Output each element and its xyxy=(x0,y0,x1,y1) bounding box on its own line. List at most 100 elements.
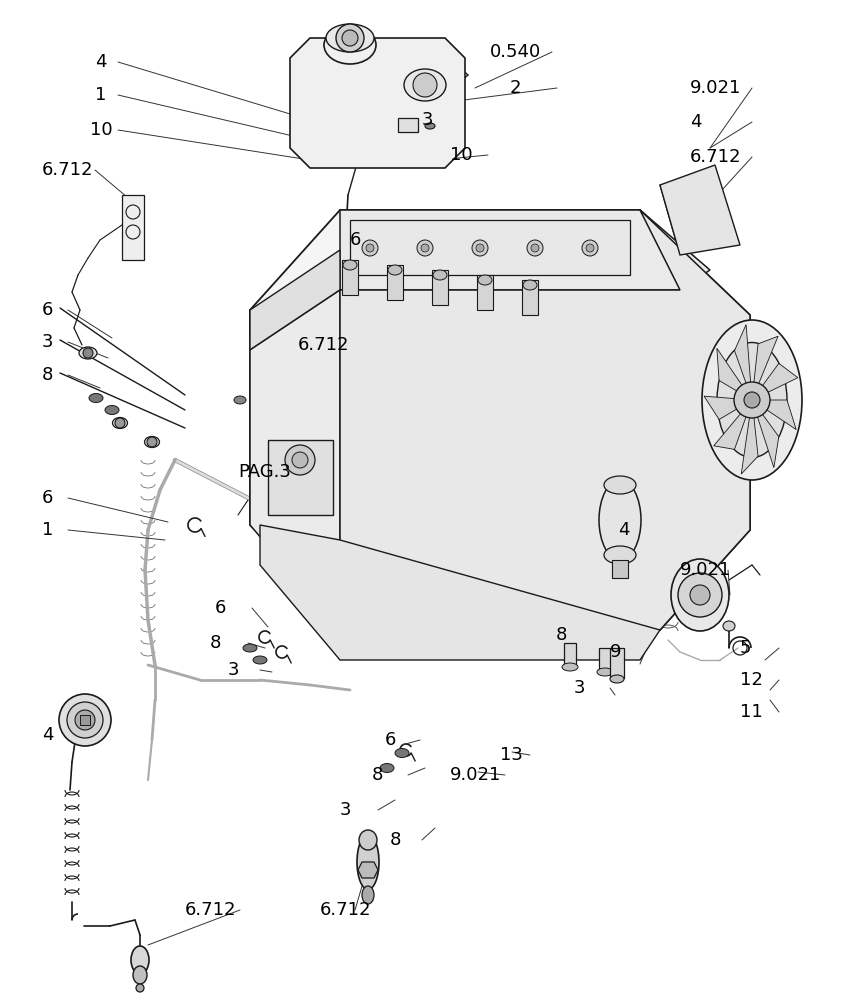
Circle shape xyxy=(476,244,484,252)
Polygon shape xyxy=(752,336,778,400)
Polygon shape xyxy=(752,363,797,400)
Ellipse shape xyxy=(380,764,394,772)
Polygon shape xyxy=(741,400,758,474)
Bar xyxy=(610,648,624,678)
Polygon shape xyxy=(704,396,752,419)
Text: 5: 5 xyxy=(740,639,751,657)
Bar xyxy=(477,275,493,310)
Ellipse shape xyxy=(243,644,257,652)
Text: 6: 6 xyxy=(350,231,361,249)
Bar xyxy=(522,280,538,315)
Text: 6.712: 6.712 xyxy=(42,161,94,179)
Bar xyxy=(252,393,270,405)
Text: 6.712: 6.712 xyxy=(298,336,349,354)
Polygon shape xyxy=(358,862,378,878)
Bar xyxy=(350,220,630,275)
Ellipse shape xyxy=(597,668,613,676)
Circle shape xyxy=(413,73,437,97)
Text: 0.540: 0.540 xyxy=(490,43,541,61)
Text: PAG.3: PAG.3 xyxy=(238,463,291,481)
Circle shape xyxy=(286,375,302,391)
Ellipse shape xyxy=(671,559,729,631)
Text: 6.712: 6.712 xyxy=(185,901,237,919)
Text: 12: 12 xyxy=(740,671,763,689)
Text: 6: 6 xyxy=(215,599,227,617)
Text: 4: 4 xyxy=(618,521,630,539)
Ellipse shape xyxy=(362,886,374,904)
Text: 2: 2 xyxy=(510,79,521,97)
Text: 8: 8 xyxy=(210,634,222,652)
Bar xyxy=(564,643,576,668)
Ellipse shape xyxy=(604,476,636,494)
Ellipse shape xyxy=(395,748,409,758)
Circle shape xyxy=(59,694,111,746)
Text: 8: 8 xyxy=(42,366,54,384)
Text: 8: 8 xyxy=(390,831,401,849)
Polygon shape xyxy=(250,290,340,630)
Ellipse shape xyxy=(604,546,636,564)
Bar xyxy=(280,372,308,394)
Bar xyxy=(387,265,403,300)
Ellipse shape xyxy=(253,656,267,664)
Circle shape xyxy=(582,240,598,256)
Polygon shape xyxy=(734,325,752,400)
Text: 6.712: 6.712 xyxy=(320,901,371,919)
Text: 3: 3 xyxy=(422,111,434,129)
Text: 1: 1 xyxy=(95,86,106,104)
Text: 4: 4 xyxy=(42,726,54,744)
Circle shape xyxy=(115,418,125,428)
Circle shape xyxy=(678,573,722,617)
Circle shape xyxy=(75,710,95,730)
Circle shape xyxy=(744,392,760,408)
Ellipse shape xyxy=(599,480,641,560)
Circle shape xyxy=(67,702,103,738)
Circle shape xyxy=(147,437,157,447)
Ellipse shape xyxy=(338,382,354,394)
Bar xyxy=(398,118,418,132)
Ellipse shape xyxy=(433,270,447,280)
Bar xyxy=(122,195,144,260)
Bar xyxy=(80,715,90,725)
Polygon shape xyxy=(250,210,750,630)
Text: 9: 9 xyxy=(610,643,621,661)
Circle shape xyxy=(527,240,543,256)
Circle shape xyxy=(586,244,594,252)
Circle shape xyxy=(362,240,378,256)
Text: 9.021: 9.021 xyxy=(680,561,731,579)
Text: 4: 4 xyxy=(690,113,701,131)
Circle shape xyxy=(531,244,539,252)
Text: 6: 6 xyxy=(42,301,54,319)
Text: 3: 3 xyxy=(574,679,585,697)
Ellipse shape xyxy=(478,275,492,285)
Text: 8: 8 xyxy=(556,626,567,644)
Text: 3: 3 xyxy=(340,801,352,819)
Ellipse shape xyxy=(343,260,357,270)
Circle shape xyxy=(342,30,358,46)
Text: 9.021: 9.021 xyxy=(690,79,741,97)
Text: 10: 10 xyxy=(90,121,112,139)
Ellipse shape xyxy=(425,123,435,129)
Circle shape xyxy=(297,363,307,373)
Ellipse shape xyxy=(133,966,147,984)
Text: 9.021: 9.021 xyxy=(450,766,501,784)
Ellipse shape xyxy=(388,265,402,275)
Ellipse shape xyxy=(105,406,119,414)
Text: 3: 3 xyxy=(42,333,54,351)
Circle shape xyxy=(417,240,433,256)
Ellipse shape xyxy=(293,361,311,374)
Text: 6: 6 xyxy=(385,731,396,749)
Polygon shape xyxy=(340,210,710,290)
Ellipse shape xyxy=(265,350,279,358)
Ellipse shape xyxy=(89,393,103,402)
Polygon shape xyxy=(752,400,779,468)
Text: 10: 10 xyxy=(450,146,473,164)
Circle shape xyxy=(472,240,488,256)
Ellipse shape xyxy=(717,342,787,458)
Polygon shape xyxy=(250,250,340,350)
Circle shape xyxy=(285,445,315,475)
Text: 1: 1 xyxy=(42,521,54,539)
Text: 11: 11 xyxy=(740,703,763,721)
Bar xyxy=(342,260,358,295)
Ellipse shape xyxy=(112,418,128,428)
Ellipse shape xyxy=(562,663,578,671)
